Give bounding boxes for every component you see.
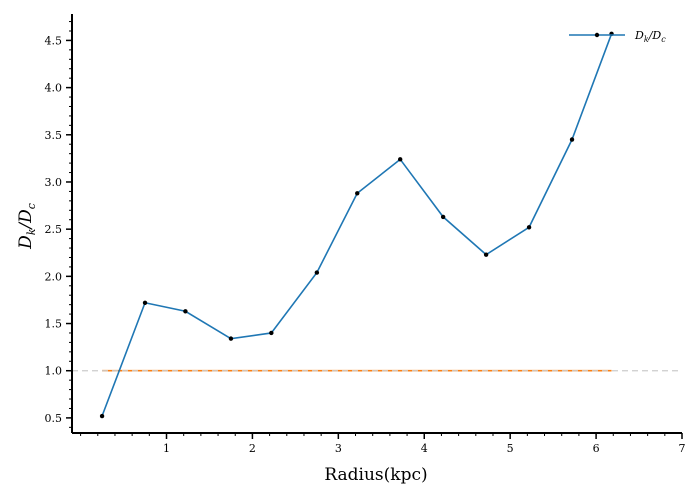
- y-axis-title: Dk/Dc: [16, 203, 38, 250]
- series-layer: [99, 31, 614, 419]
- x-tick-label: 1: [163, 442, 170, 455]
- legend: Dk/Dc: [569, 29, 666, 44]
- data-point: [314, 270, 320, 275]
- x-ticks: 1 2 3 4 5 6 7: [80, 433, 686, 455]
- data-point: [183, 309, 188, 314]
- legend-label: Dk/Dc: [634, 29, 666, 44]
- x-tick-label: 7: [679, 442, 686, 455]
- data-point: [397, 157, 403, 162]
- x-tick-label: 5: [507, 442, 514, 455]
- axes: 1 2 3 4 5 6 7 0.5 1.0 1.5 2.0 2.5 3.0 3.5 4.0 4.5: [45, 14, 686, 455]
- y-tick-label: 1.5: [45, 318, 63, 331]
- legend-label-part: k: [644, 35, 649, 44]
- data-point: [269, 330, 274, 336]
- x-tick-label: 4: [421, 442, 428, 455]
- y-tick-label: 0.5: [45, 412, 63, 425]
- y-tick-label: 4.0: [45, 82, 63, 95]
- legend-label-part: c: [661, 35, 666, 44]
- data-point: [99, 413, 105, 419]
- x-axis-title: Radius(kpc): [324, 465, 427, 485]
- x-tick-label: 6: [593, 442, 600, 455]
- legend-label-part: D: [634, 29, 644, 42]
- x-tick-label: 3: [335, 442, 342, 455]
- y-tick-label: 3.0: [45, 176, 63, 189]
- data-point: [526, 225, 532, 230]
- y-tick-label: 4.5: [45, 34, 63, 47]
- y-tick-label: 1.0: [45, 365, 63, 378]
- y-tick-label: 2.0: [45, 270, 63, 283]
- y-ticks: 0.5 1.0 1.5 2.0 2.5 3.0 3.5 4.0 4.5: [45, 21, 72, 428]
- legend-label-part: /D: [648, 29, 662, 42]
- data-point: [142, 300, 148, 305]
- data-point: [355, 191, 360, 196]
- x-tick-label: 2: [249, 442, 256, 455]
- data-point: [569, 137, 575, 142]
- series-line: [101, 33, 613, 417]
- data-point: [228, 336, 234, 341]
- data-point: [483, 252, 489, 257]
- legend-swatch-marker: [594, 32, 600, 38]
- y-tick-label: 3.5: [45, 129, 63, 142]
- data-point: [440, 214, 446, 220]
- y-tick-label: 2.5: [45, 223, 63, 236]
